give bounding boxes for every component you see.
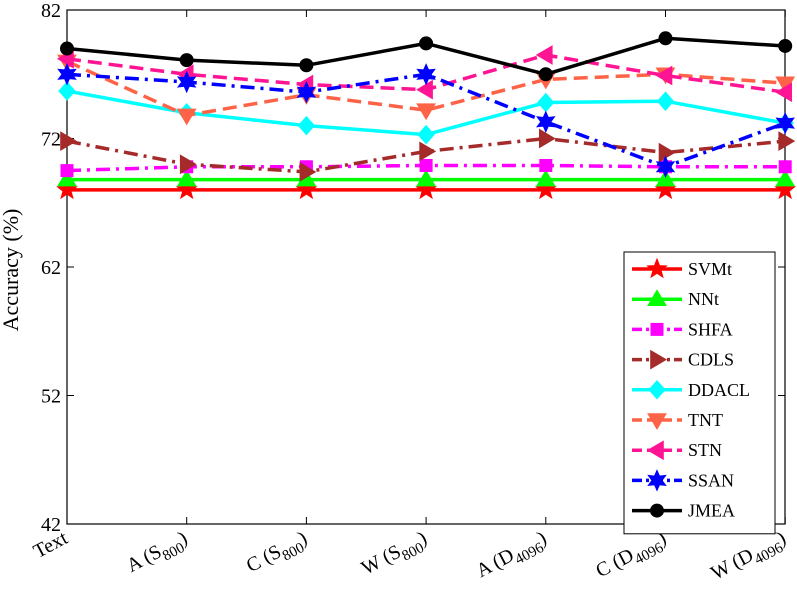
- data-point-ssan: [655, 155, 676, 179]
- legend-label-nnt: NNt: [688, 289, 719, 309]
- data-point-cdls: [179, 154, 197, 175]
- data-point-ddacl: [656, 91, 675, 111]
- data-point-nnt: [655, 169, 676, 187]
- y-tick-label: 52: [41, 386, 61, 408]
- legend-marker-cdls: [650, 349, 667, 370]
- data-point-svmt: [534, 178, 557, 200]
- legend-marker-nnt: [647, 289, 667, 306]
- data-point-jmea: [658, 31, 673, 46]
- data-point-cdls: [60, 131, 77, 151]
- legend-label-ddacl: DDACL: [688, 380, 750, 400]
- data-point-stn: [655, 65, 673, 86]
- legend-item-tnt: TNT: [632, 410, 723, 430]
- y-tick-label: 82: [41, 0, 61, 22]
- series-jmea: [60, 31, 793, 82]
- legend-label-stn: STN: [688, 440, 722, 460]
- data-point-ddacl: [417, 124, 435, 145]
- data-point-shfa: [60, 164, 74, 178]
- legend-item-shfa: SHFA: [632, 319, 733, 339]
- data-point-tnt: [176, 108, 197, 126]
- legend-label-tnt: TNT: [688, 410, 723, 430]
- series-ssan: [57, 63, 795, 179]
- data-point-cdls: [658, 142, 676, 163]
- x-tick-label: Text: [30, 527, 72, 563]
- y-tick-label: 42: [41, 514, 61, 536]
- data-point-cdls: [419, 141, 437, 162]
- data-point-svmt: [295, 178, 318, 200]
- x-tick-label: A (D4096): [473, 527, 553, 587]
- data-point-shfa: [419, 158, 433, 172]
- data-point-svmt: [175, 178, 198, 200]
- series-cdls: [60, 128, 796, 182]
- x-tick-label: C (D4096): [592, 527, 672, 587]
- legend-label-shfa: SHFA: [688, 319, 733, 339]
- data-point-ddacl: [297, 115, 316, 136]
- legend-item-nnt: NNt: [632, 289, 719, 309]
- legend-marker-svmt: [646, 257, 668, 279]
- data-point-ddacl: [58, 81, 76, 101]
- data-point-jmea: [179, 53, 194, 68]
- data-point-ssan: [775, 111, 795, 135]
- x-tick-label: A (S800): [123, 527, 193, 581]
- legend-label-svmt: SVMt: [688, 259, 732, 279]
- legend-label-ssan: SSAN: [688, 470, 734, 490]
- legend-item-jmea: JMEA: [632, 501, 735, 521]
- legend-marker-tnt: [647, 413, 667, 430]
- data-point-nnt: [416, 169, 436, 187]
- data-point-nnt: [57, 169, 77, 187]
- series-nnt: [57, 169, 796, 187]
- data-point-tnt: [416, 103, 436, 121]
- data-point-svmt: [56, 178, 78, 200]
- data-point-ssan: [176, 70, 197, 94]
- legend-marker-ssan: [647, 469, 667, 492]
- legend-label-jmea: JMEA: [688, 501, 735, 521]
- data-point-stn: [535, 45, 553, 65]
- y-axis-title: Accuracy (%): [0, 209, 23, 332]
- data-point-ssan: [296, 80, 317, 104]
- data-point-shfa: [778, 160, 792, 174]
- legend-item-ssan: SSAN: [632, 469, 734, 492]
- data-point-nnt: [775, 169, 796, 187]
- data-point-ssan: [536, 110, 556, 134]
- legend: SVMt NNt SHFA CDLS DDACL TNT STN SSAN JMEA: [623, 251, 776, 535]
- data-point-svmt: [654, 178, 677, 200]
- y-tick-label: 62: [41, 257, 61, 279]
- x-tick-label: W (D4096): [707, 527, 791, 589]
- data-point-svmt: [415, 178, 437, 200]
- data-point-ssan: [416, 63, 436, 86]
- legend-marker-shfa: [650, 322, 664, 336]
- data-point-jmea: [299, 58, 314, 73]
- legend-item-ddacl: DDACL: [632, 380, 750, 400]
- data-point-nnt: [176, 169, 197, 187]
- data-point-svmt: [774, 178, 797, 200]
- data-point-cdls: [299, 162, 317, 182]
- data-point-stn: [775, 82, 792, 103]
- data-point-stn: [416, 79, 433, 100]
- legend-label-cdls: CDLS: [688, 350, 734, 370]
- data-point-ssan: [57, 63, 77, 86]
- data-point-ddacl: [537, 92, 555, 113]
- legend-item-svmt: SVMt: [632, 257, 732, 279]
- data-point-jmea: [60, 41, 74, 56]
- data-point-jmea: [538, 67, 553, 82]
- y-tick-label: 72: [41, 129, 61, 151]
- data-point-cdls: [539, 128, 556, 149]
- x-tick-label: W (S800): [358, 527, 433, 584]
- legend-marker-ddacl: [648, 380, 666, 400]
- legend-item-cdls: CDLS: [632, 350, 734, 370]
- data-point-nnt: [535, 169, 556, 187]
- legend-marker-stn: [647, 440, 664, 461]
- data-point-jmea: [419, 36, 434, 51]
- data-point-jmea: [778, 38, 793, 53]
- data-point-cdls: [778, 131, 796, 151]
- legend-marker-jmea: [650, 503, 664, 518]
- x-tick-label: C (S800): [243, 527, 313, 581]
- series-svmt: [56, 178, 797, 200]
- legend-item-stn: STN: [632, 440, 722, 460]
- data-point-shfa: [539, 158, 553, 172]
- series-group: [56, 31, 797, 200]
